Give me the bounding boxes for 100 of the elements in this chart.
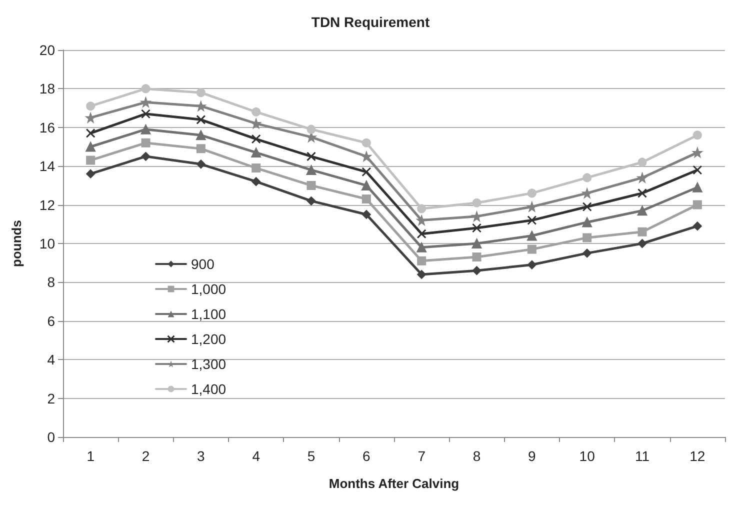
point [362, 138, 371, 148]
point [196, 88, 206, 98]
point [527, 260, 536, 270]
x-tick-label: 11 [634, 448, 650, 464]
y-tick-label: 4 [47, 352, 56, 368]
x-axis-title: Months After Calving [328, 476, 460, 491]
legend-label: 900 [191, 256, 215, 272]
x-tick-label: 8 [472, 448, 481, 464]
point [472, 211, 482, 222]
point [638, 227, 647, 236]
point [141, 109, 150, 119]
point [306, 164, 316, 175]
point [141, 152, 150, 161]
point [251, 148, 262, 158]
point [692, 182, 702, 192]
point [86, 142, 96, 152]
point [582, 173, 592, 182]
point [638, 158, 647, 167]
point [526, 202, 537, 212]
point [527, 216, 537, 226]
x-tick-label: 2 [142, 448, 150, 464]
point [306, 152, 316, 162]
point [306, 132, 316, 142]
y-tick-label: 10 [39, 236, 56, 252]
point [86, 169, 96, 178]
point [637, 172, 648, 183]
point [417, 256, 426, 266]
point [582, 233, 592, 242]
point [582, 202, 592, 212]
point [416, 242, 427, 252]
legend-label: 1,300 [191, 356, 226, 372]
point [196, 144, 206, 154]
point [141, 138, 150, 148]
y-tick-label: 12 [39, 196, 56, 213]
point [362, 167, 372, 177]
point [361, 151, 372, 162]
point [140, 97, 151, 108]
point [472, 223, 482, 233]
point [417, 204, 426, 214]
point [526, 230, 537, 241]
x-tick-label: 5 [307, 448, 316, 464]
point [638, 239, 647, 248]
point [252, 164, 261, 173]
y-tick-label: 18 [39, 80, 56, 97]
point [252, 107, 261, 116]
x-tick-label: 10 [579, 448, 596, 464]
y-tick-label: 8 [47, 274, 56, 290]
point [306, 180, 316, 190]
point [196, 114, 206, 124]
point [416, 215, 427, 226]
point [692, 130, 702, 140]
y-tick-label: 2 [47, 390, 56, 406]
point [416, 229, 426, 239]
y-tick-label: 14 [39, 158, 56, 174]
point [472, 198, 482, 208]
point [86, 112, 96, 123]
y-tick-label: 0 [47, 429, 56, 445]
point [692, 165, 702, 175]
x-tick-label: 6 [362, 448, 371, 464]
legend-label: 1,000 [191, 281, 226, 297]
point [86, 156, 96, 165]
point [306, 196, 316, 206]
point [252, 177, 261, 186]
legend-label: 1,100 [191, 306, 226, 322]
point [196, 101, 206, 112]
legend-label: 1,200 [191, 331, 226, 347]
point [692, 200, 702, 210]
point [692, 148, 702, 158]
point [582, 248, 592, 258]
point [527, 244, 536, 254]
point [472, 238, 482, 248]
x-tick-label: 1 [86, 448, 95, 464]
x-tick-label: 12 [690, 448, 706, 464]
point [141, 84, 150, 94]
point [196, 160, 206, 169]
point [582, 188, 592, 198]
point [692, 222, 702, 231]
point [472, 252, 482, 262]
point [472, 266, 482, 276]
point [638, 188, 647, 198]
point [362, 210, 371, 219]
y-axis-title: pounds [9, 220, 24, 267]
point [362, 194, 371, 204]
x-tick-label: 4 [252, 448, 260, 464]
chart-title: TDN Requirement [311, 14, 430, 30]
point [196, 130, 206, 140]
point [637, 206, 648, 216]
point [417, 270, 426, 279]
x-tick-label: 9 [528, 448, 536, 464]
point [582, 217, 592, 228]
point [251, 118, 262, 129]
x-tick-label: 3 [197, 448, 206, 464]
point [140, 124, 151, 134]
point [361, 180, 372, 190]
legend-label: 1,400 [191, 381, 226, 397]
point [86, 102, 96, 111]
y-tick-label: 16 [39, 119, 56, 136]
point [251, 134, 261, 144]
point [86, 128, 96, 138]
y-tick-label: 6 [47, 312, 56, 329]
